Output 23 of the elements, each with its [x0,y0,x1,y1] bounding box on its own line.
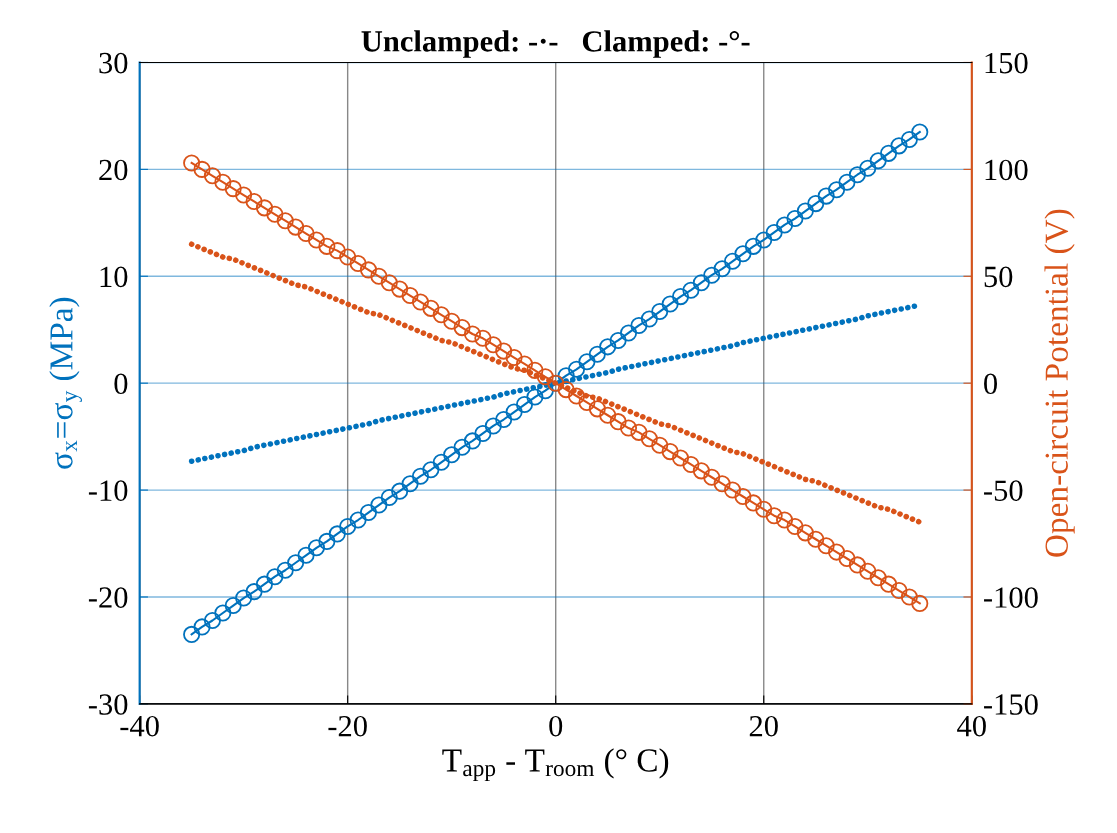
y-tick-label: 30 [99,52,128,74]
y-axis-title: σ$_{x}$=σ$_{y}$ (MPa) [49,297,82,469]
y2-tick-label: 50 [984,266,1013,288]
y2-axis-title: Open-circuit Potential (V) [1044,209,1075,557]
y2-tick-label: 100 [985,159,1028,181]
x-tick-label: 0 [549,715,563,737]
x-axis-title: T$_{app}$ - T$_{room}$ (° C) [442,748,669,781]
y-tick-label: -20 [88,587,128,608]
y-tick-label: -10 [88,480,128,501]
x-tick-label: 20 [749,715,778,737]
y-tick-label: -30 [88,694,128,715]
y2-tick-label: -50 [984,480,1023,501]
y-tick-label: 10 [100,266,128,288]
chart-title: Unclamped: -·- Clamped: -°- [361,30,750,58]
y2-tick-label: -100 [984,587,1038,608]
y2-tick-label: 0 [984,373,998,395]
y-tick-label: 0 [114,373,128,395]
x-tick-label: 40 [957,715,986,737]
y-tick-label: 20 [99,159,128,181]
y2-tick-label: -150 [984,694,1038,715]
x-tick-label: -20 [328,715,367,737]
x-tick-label: -40 [120,715,159,737]
y2-tick-label: 150 [985,52,1028,74]
